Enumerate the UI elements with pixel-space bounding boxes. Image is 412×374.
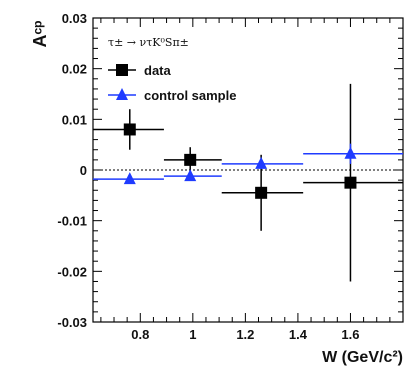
- y-tick-label: -0.01: [57, 214, 87, 229]
- x-tick-label: 1.6: [341, 327, 359, 342]
- data-point: [184, 153, 197, 166]
- data-point: [123, 123, 136, 136]
- control-point: [344, 146, 357, 159]
- plot-frame: [92, 17, 404, 323]
- y-tick-label: 0: [80, 163, 87, 178]
- legend-title: τ± → ντK⁰Sπ±: [108, 36, 189, 49]
- x-tick-label: 1: [189, 327, 196, 342]
- y-tick-label: 0.02: [62, 62, 87, 77]
- legend-data-marker: [116, 64, 128, 76]
- y-tick-label: 0.01: [62, 112, 87, 127]
- x-axis-label: W (GeV/c²): [322, 349, 403, 366]
- control-point: [255, 156, 268, 169]
- control-point: [184, 169, 197, 182]
- y-tick-label: -0.03: [57, 315, 87, 330]
- legend-control-label: control sample: [144, 88, 236, 103]
- data-point: [344, 176, 357, 189]
- data-point: [255, 186, 268, 199]
- x-tick-label: 1.2: [236, 327, 254, 342]
- y-tick-label: 0.03: [62, 11, 87, 26]
- control-point: [123, 172, 136, 185]
- legend-control-marker: [116, 88, 128, 100]
- legend-data-label: data: [144, 63, 172, 78]
- y-axis-label: Aᶜᵖ: [30, 21, 50, 48]
- y-tick-label: -0.02: [57, 264, 87, 279]
- x-tick-label: 1.4: [289, 327, 308, 342]
- x-tick-label: 0.8: [131, 327, 149, 342]
